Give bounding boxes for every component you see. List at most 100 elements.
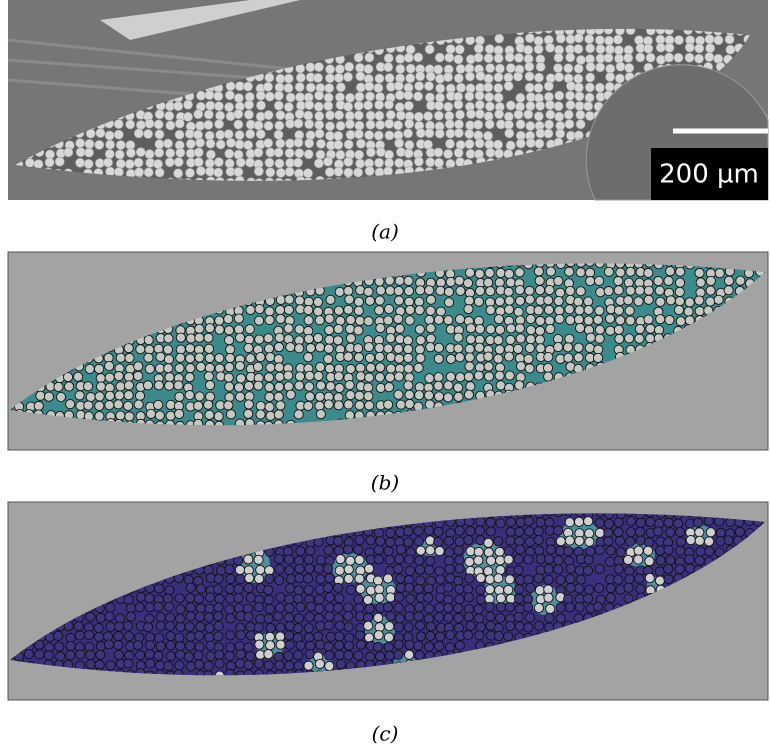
fiber	[534, 45, 543, 54]
fiber	[246, 354, 255, 363]
fiber	[584, 316, 593, 325]
fiber	[644, 268, 653, 277]
fiber	[414, 612, 423, 621]
fiber	[455, 45, 464, 54]
fiber	[114, 650, 123, 659]
fiber	[534, 574, 543, 583]
fiber	[94, 623, 103, 632]
fiber	[175, 661, 184, 670]
fiber	[344, 622, 353, 631]
fiber	[566, 81, 575, 90]
fiber	[534, 36, 543, 45]
fiber	[124, 595, 133, 604]
fiber	[395, 91, 404, 100]
fiber	[204, 613, 213, 622]
fiber	[25, 158, 34, 167]
fiber	[366, 586, 375, 595]
fiber	[225, 159, 234, 168]
fiber	[295, 381, 304, 390]
fiber	[196, 584, 205, 593]
fiber	[294, 138, 303, 147]
fiber	[575, 603, 584, 612]
fiber	[124, 372, 133, 381]
fiber	[635, 574, 644, 583]
fiber	[354, 111, 363, 120]
fiber	[316, 150, 325, 159]
fiber	[224, 401, 233, 410]
fiber	[325, 167, 334, 176]
fiber	[524, 602, 533, 611]
fiber	[175, 364, 184, 373]
fiber	[195, 612, 204, 621]
fiber	[276, 168, 285, 177]
fiber	[445, 565, 454, 574]
fiber	[534, 535, 543, 544]
fiber	[235, 361, 244, 370]
fiber	[356, 286, 365, 295]
fiber	[693, 518, 702, 527]
fiber	[164, 364, 173, 373]
fiber	[255, 659, 264, 668]
fiber	[416, 632, 425, 641]
fiber	[256, 410, 265, 419]
fiber	[474, 547, 483, 556]
fiber	[405, 316, 414, 325]
fiber	[494, 631, 503, 640]
fiber	[646, 53, 655, 62]
fiber	[566, 583, 575, 592]
fiber	[506, 324, 515, 333]
fiber	[404, 276, 413, 285]
fiber	[434, 65, 443, 74]
fiber	[626, 316, 635, 325]
fiber	[604, 53, 613, 62]
fiber	[444, 298, 453, 307]
fiber	[406, 594, 415, 603]
fiber	[636, 536, 645, 545]
fiber	[296, 641, 305, 650]
fiber	[466, 382, 475, 391]
fiber	[224, 130, 233, 139]
fiber	[185, 391, 194, 400]
fiber	[706, 276, 715, 285]
fiber	[134, 400, 143, 409]
fiber	[636, 53, 645, 62]
fiber	[626, 537, 635, 546]
fiber	[334, 167, 343, 176]
fiber	[426, 334, 435, 343]
fiber	[404, 345, 413, 354]
fiber	[394, 650, 403, 659]
fiber	[215, 594, 224, 603]
fiber	[584, 297, 593, 306]
fiber	[406, 64, 415, 73]
fiber	[584, 102, 593, 111]
fiber	[264, 373, 273, 382]
fiber	[424, 112, 433, 121]
fiber	[483, 131, 492, 140]
fiber	[425, 536, 434, 545]
fiber	[496, 519, 505, 528]
fiber	[665, 43, 674, 52]
fiber	[304, 555, 313, 564]
fiber	[356, 363, 365, 372]
fiber	[415, 565, 424, 574]
fiber	[495, 34, 504, 43]
fiber	[374, 131, 383, 140]
fiber	[275, 382, 284, 391]
fiber	[256, 91, 265, 100]
fiber	[394, 593, 403, 602]
fiber	[505, 603, 514, 612]
fiber	[275, 372, 284, 381]
fiber	[154, 602, 163, 611]
fiber	[315, 659, 324, 668]
fiber	[205, 381, 214, 390]
fiber	[624, 296, 633, 305]
fiber	[206, 652, 215, 661]
fiber	[644, 315, 653, 324]
fiber	[655, 576, 664, 585]
fiber	[434, 537, 443, 546]
fiber	[114, 167, 123, 176]
fiber	[316, 622, 325, 631]
fiber	[354, 297, 363, 306]
fiber	[416, 129, 425, 138]
fiber	[636, 518, 645, 527]
